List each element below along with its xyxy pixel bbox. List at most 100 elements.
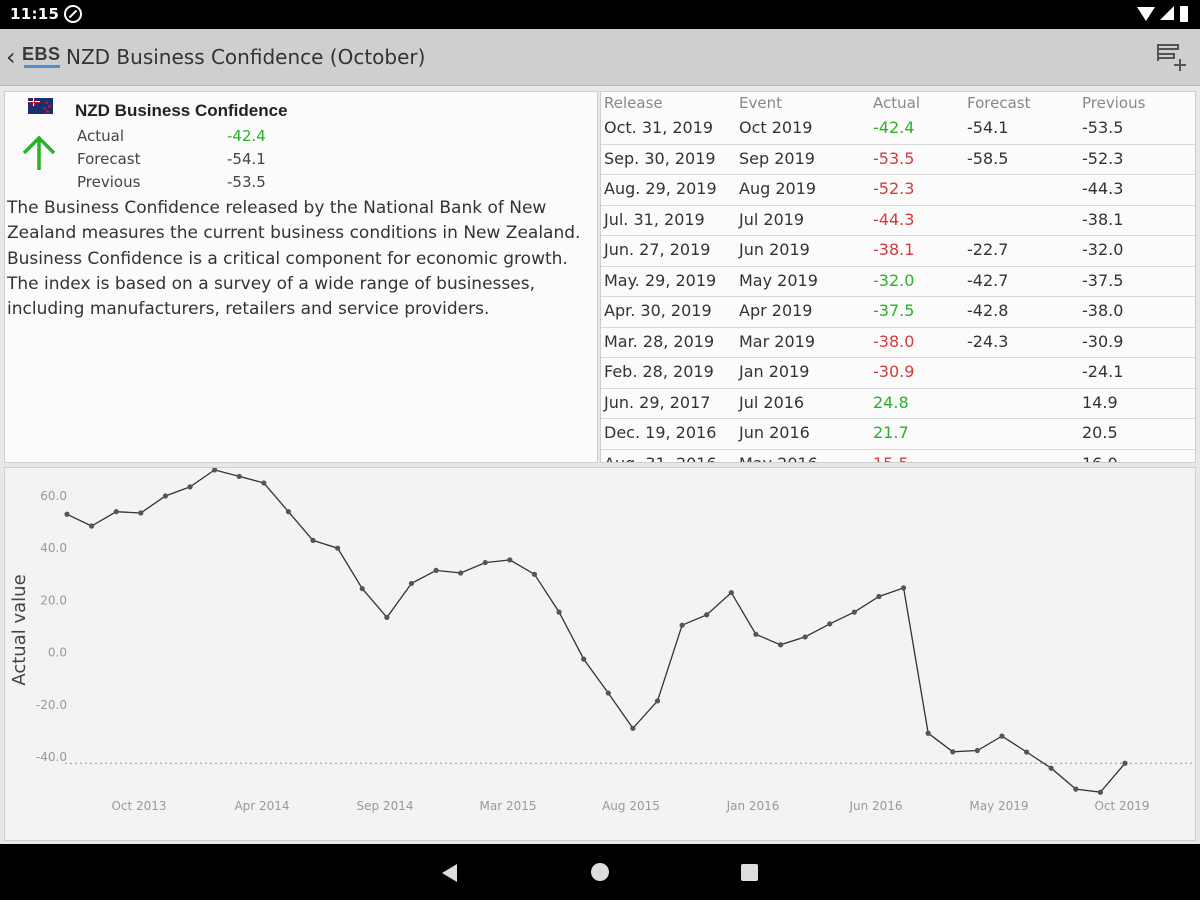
cell-forecast: -24.3 <box>967 331 1009 351</box>
cell-event: Aug 2019 <box>739 179 817 198</box>
cell-actual: 24.8 <box>873 392 909 412</box>
release-history-table[interactable]: Release Event Actual Forecast Previous O… <box>600 91 1196 463</box>
table-row[interactable]: Feb. 28, 2019 Jan 2019 -30.9 -24.1 <box>601 358 1195 389</box>
data-point <box>851 609 857 615</box>
history-chart[interactable]: 60.0 40.0 20.0 0.0 -20.0 -40.0 Actual value Oct… <box>4 467 1196 841</box>
cell-release: May. 29, 2019 <box>604 270 717 290</box>
cell-forecast: -42.8 <box>967 301 1009 320</box>
nav-recents-icon[interactable] <box>741 864 758 881</box>
cell-release: Aug. 29, 2019 <box>604 179 717 198</box>
data-point <box>482 559 488 566</box>
y-axis-label: Actual value <box>9 574 30 685</box>
data-point <box>507 557 513 563</box>
cell-previous: -52.3 <box>1082 148 1124 168</box>
table-row[interactable]: Jul. 31, 2019 Jul 2019 -44.3 -38.1 <box>601 206 1195 236</box>
cell-release: Jul. 31, 2019 <box>604 209 705 229</box>
nav-back-icon[interactable] <box>442 864 457 882</box>
table-header: Release Event Actual Forecast Previous <box>601 94 1195 114</box>
add-to-list-icon[interactable] <box>1150 41 1190 75</box>
data-point <box>802 634 808 640</box>
forecast-label: Forecast <box>77 150 141 168</box>
forecast-value: -54.1 <box>227 150 266 168</box>
cell-previous: -38.1 <box>1082 209 1124 229</box>
data-point <box>1122 760 1128 766</box>
cell-forecast: -54.1 <box>967 118 1009 137</box>
data-point <box>1023 749 1030 755</box>
data-point <box>704 612 710 618</box>
data-point <box>138 510 144 516</box>
cell-signal-icon <box>1160 6 1174 20</box>
x-tick-label: Jan 2016 <box>726 799 780 813</box>
data-point <box>900 585 907 591</box>
table-row[interactable]: Aug. 31, 2016 May 2016 15.5 16.0 <box>601 450 1195 463</box>
data-point <box>89 523 95 529</box>
cell-previous: 20.5 <box>1082 423 1118 442</box>
cell-forecast: -58.5 <box>967 148 1009 168</box>
status-time: 11:15 <box>10 5 60 23</box>
table-row[interactable]: Oct. 31, 2019 Oct 2019 -42.4 -54.1 -53.5 <box>601 114 1195 145</box>
y-tick-label: 20.0 <box>40 593 67 607</box>
column-header-forecast: Forecast <box>967 94 1031 112</box>
cell-event: Sep 2019 <box>739 148 815 168</box>
cell-previous: -44.3 <box>1082 179 1124 198</box>
cell-event: Jun 2019 <box>739 240 810 259</box>
y-tick-label: 0.0 <box>48 646 67 660</box>
back-button[interactable]: ‹ <box>6 43 16 71</box>
cell-forecast: -42.7 <box>967 270 1009 290</box>
cell-actual: -37.5 <box>873 301 915 320</box>
cell-event: Jul 2019 <box>739 209 805 229</box>
table-row[interactable]: Apr. 30, 2019 Apr 2019 -37.5 -42.8 -38.0 <box>601 297 1195 328</box>
column-header-actual: Actual <box>873 94 920 112</box>
app-bar: ‹ EBS NZD Business Confidence (October) <box>0 29 1200 86</box>
table-row[interactable]: Dec. 19, 2016 Jun 2016 21.7 20.5 <box>601 419 1195 450</box>
cell-actual: -44.3 <box>873 209 915 229</box>
column-header-event: Event <box>739 94 782 112</box>
series-line <box>66 469 1126 793</box>
data-point <box>876 593 882 600</box>
cell-previous: -38.0 <box>1082 301 1124 320</box>
data-point <box>556 609 562 615</box>
cell-previous: 16.0 <box>1082 453 1118 463</box>
y-tick-label: -20.0 <box>36 698 67 712</box>
cell-previous: 14.9 <box>1082 392 1118 412</box>
cell-actual: -53.5 <box>873 148 915 168</box>
cell-event: Jul 2016 <box>739 392 805 412</box>
app-logo[interactable]: EBS <box>22 44 61 64</box>
table-row[interactable]: Sep. 30, 2019 Sep 2019 -53.5 -58.5 -52.3 <box>601 145 1195 175</box>
y-tick-label: 40.0 <box>40 541 67 555</box>
table-row[interactable]: Jun. 29, 2017 Jul 2016 24.8 14.9 <box>601 389 1195 419</box>
cell-release: Oct. 31, 2019 <box>604 118 714 137</box>
data-point <box>753 631 759 637</box>
cell-release: Sep. 30, 2019 <box>604 148 716 168</box>
data-point <box>630 725 636 731</box>
page-title: NZD Business Confidence (October) <box>66 45 426 69</box>
cell-event: May 2019 <box>739 270 818 290</box>
data-point <box>925 730 931 736</box>
nav-home-icon[interactable] <box>591 863 609 881</box>
status-bar: 11:15 <box>0 0 1200 29</box>
cell-release: Apr. 30, 2019 <box>604 301 712 320</box>
data-point <box>1097 789 1103 795</box>
table-row[interactable]: Mar. 28, 2019 Mar 2019 -38.0 -24.3 -30.9 <box>601 328 1195 358</box>
data-point <box>777 642 784 648</box>
cell-previous: -37.5 <box>1082 270 1124 290</box>
table-row[interactable]: Aug. 29, 2019 Aug 2019 -52.3 -44.3 <box>601 175 1195 206</box>
cell-release: Feb. 28, 2019 <box>604 362 714 381</box>
x-tick-label: Oct 2013 <box>111 799 166 813</box>
system-nav-bar <box>0 844 1200 900</box>
data-point <box>581 656 587 662</box>
data-point <box>310 537 316 543</box>
table-row[interactable]: Jun. 27, 2019 Jun 2019 -38.1 -22.7 -32.0 <box>601 236 1195 267</box>
x-tick-label: Sep 2014 <box>357 799 414 813</box>
data-point <box>162 493 169 499</box>
cell-release: Jun. 27, 2019 <box>604 240 711 259</box>
indicator-title: NZD Business Confidence <box>75 101 288 120</box>
data-point <box>654 698 661 704</box>
cell-actual: -38.1 <box>873 240 915 259</box>
data-point <box>458 570 464 576</box>
table-row[interactable]: May. 29, 2019 May 2019 -32.0 -42.7 -37.5 <box>601 267 1195 297</box>
arrow-up-icon <box>22 135 56 170</box>
x-tick-label: Mar 2015 <box>480 799 537 813</box>
x-tick-label: Oct 2019 <box>1094 799 1149 813</box>
